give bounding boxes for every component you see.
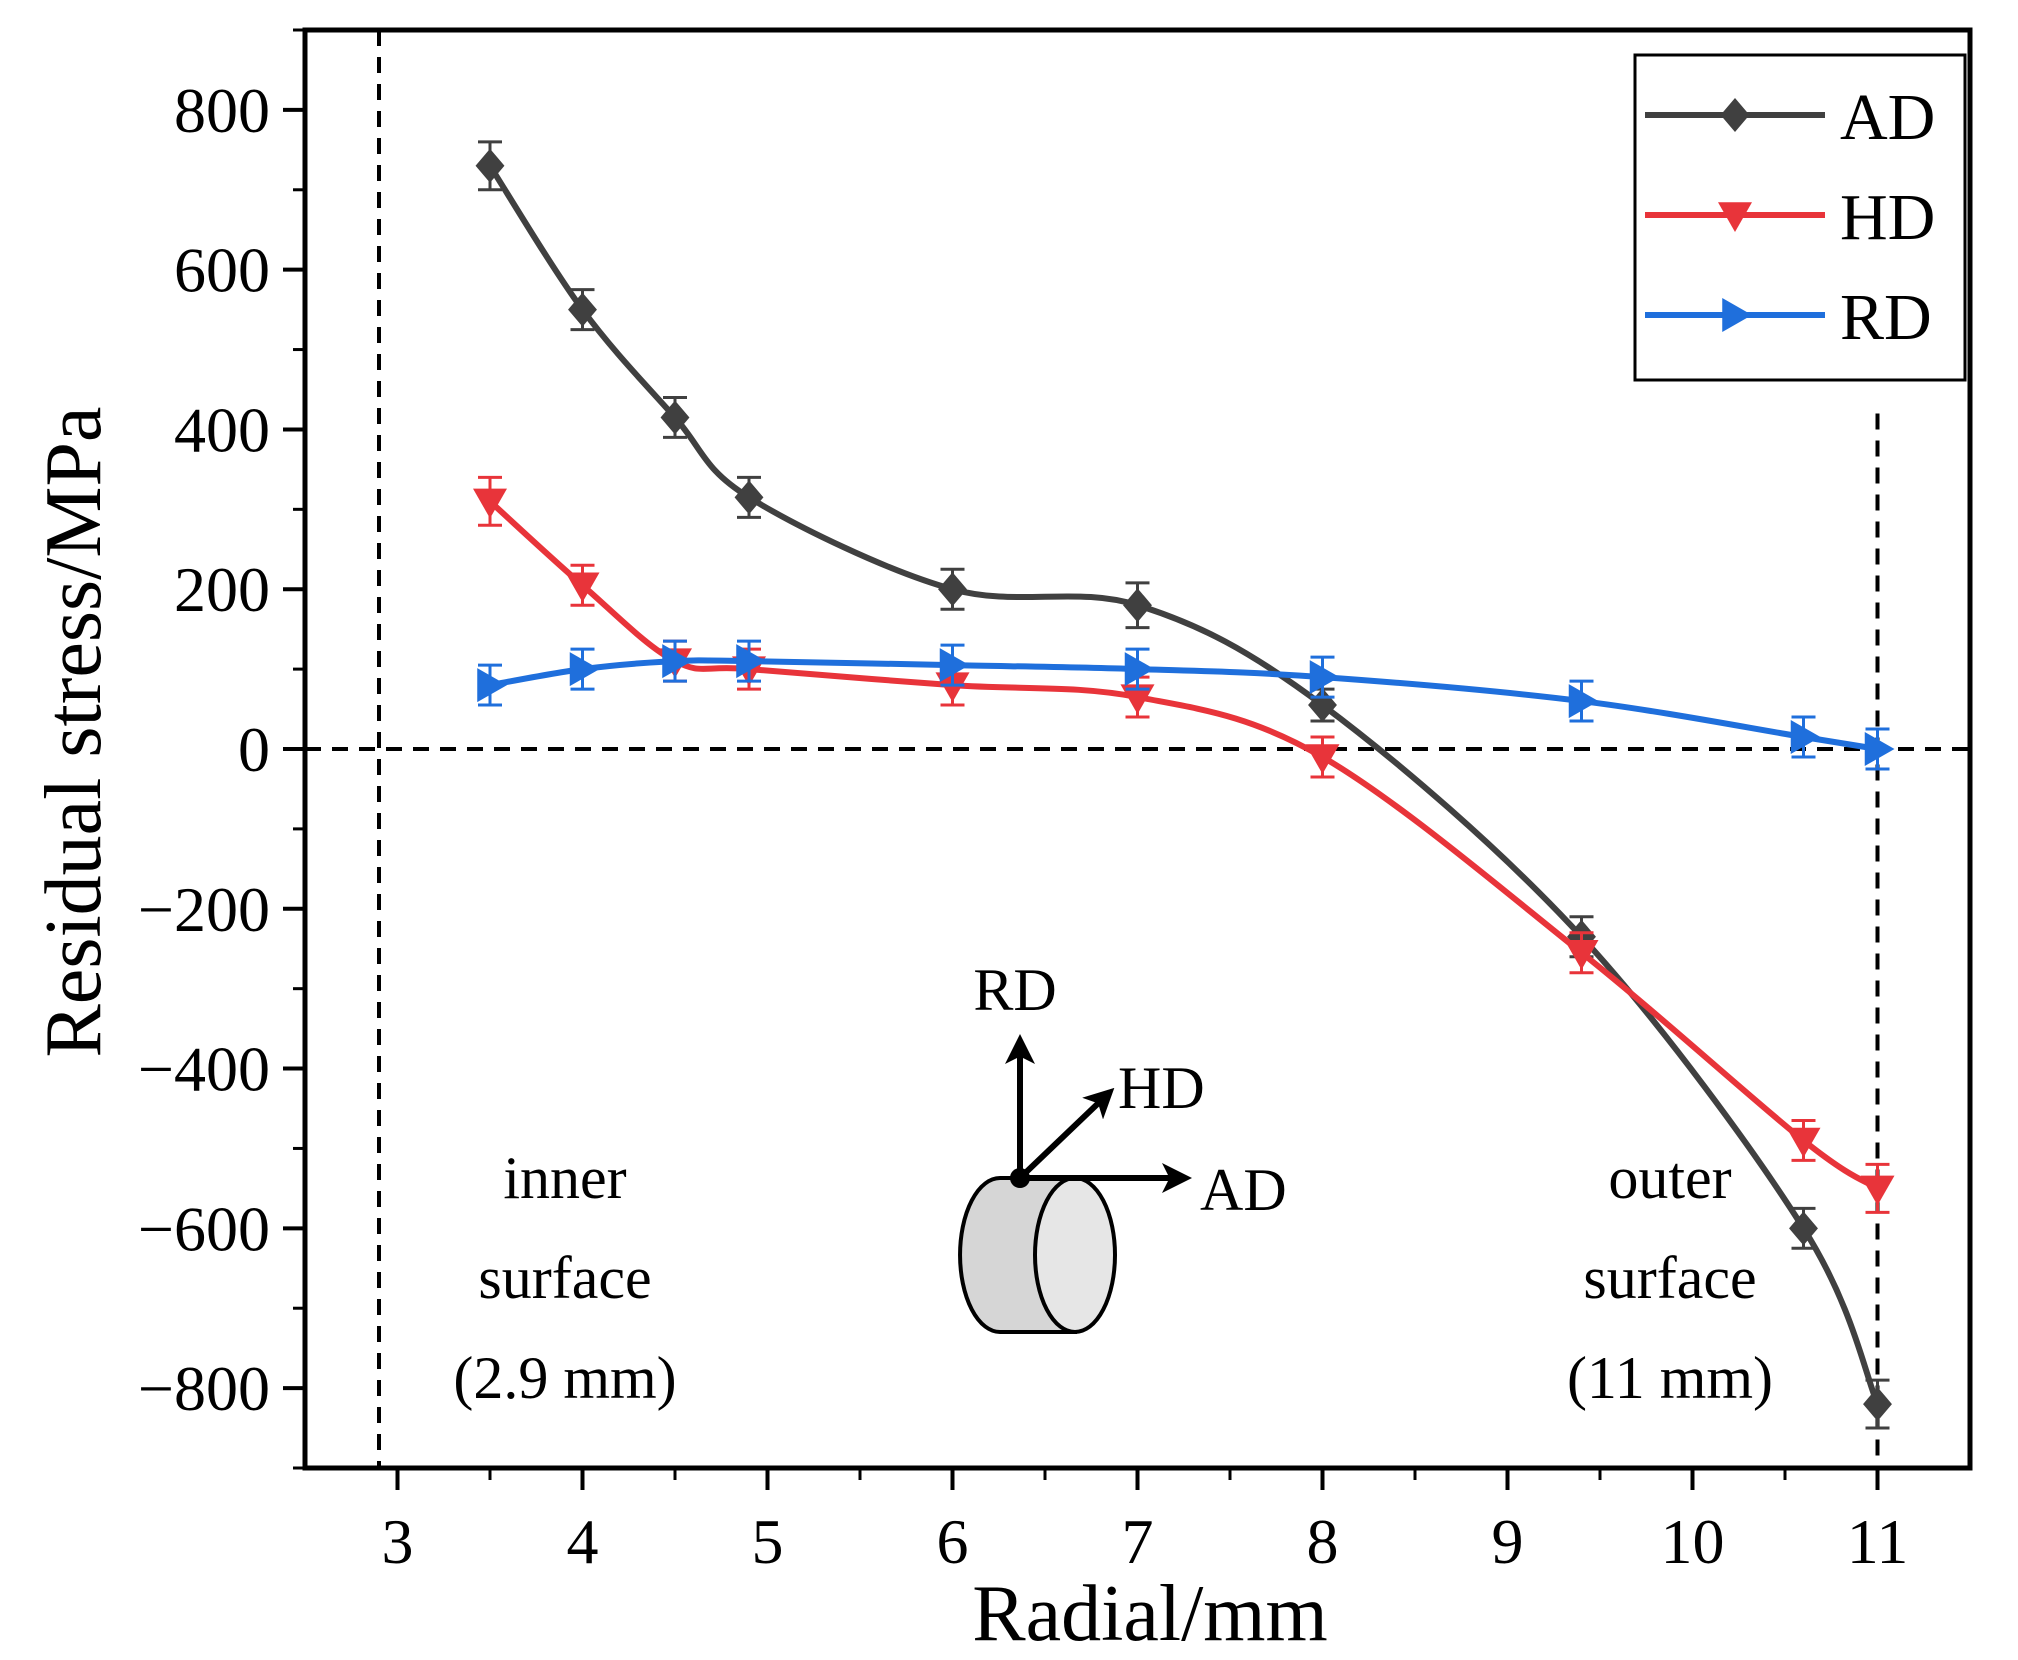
- x-tick-label: 9: [1492, 1506, 1524, 1577]
- inset-diagram: RD HD AD: [958, 957, 1287, 1334]
- data-point-hd: [1120, 684, 1155, 715]
- data-point-hd: [935, 672, 970, 703]
- data-point-hd: [473, 488, 507, 519]
- data-point-rd: [1124, 652, 1155, 687]
- inset-label-rd: RD: [973, 957, 1056, 1023]
- y-tick-label: −600: [138, 1193, 270, 1264]
- legend-item-hd: HD: [1645, 181, 1935, 254]
- x-tick-label: 11: [1847, 1506, 1909, 1577]
- inset-label-hd: HD: [1118, 1055, 1205, 1121]
- x-tick-label: 4: [567, 1506, 599, 1577]
- data-point-rd: [1309, 660, 1340, 695]
- legend-swatch-marker: [1718, 202, 1752, 232]
- y-tick-labels: −800 −600 −400 −200 0 200 400 600 800: [138, 75, 270, 1424]
- y-tick-label: 0: [238, 714, 270, 785]
- y-tick-label: 400: [174, 394, 270, 465]
- outer-surface-annotation: outer surface (11 mm): [1567, 1145, 1773, 1411]
- y-tick-label: −400: [138, 1034, 270, 1105]
- axis-origin-dot: [1010, 1168, 1030, 1188]
- x-tick-label: 10: [1661, 1506, 1725, 1577]
- x-tick-labels: 3 4 5 6 7 8 9 10 11: [382, 1506, 1909, 1577]
- data-point-ad: [1863, 1387, 1892, 1422]
- data-point-rd: [1790, 720, 1821, 755]
- reference-lines: [305, 30, 1970, 1468]
- data-point-ad: [1789, 1211, 1818, 1246]
- y-tick-label: 600: [174, 235, 270, 306]
- inner-annotation-line-1: inner: [503, 1145, 626, 1211]
- series-layer: [473, 140, 1895, 1430]
- x-axis-title: Radial/mm: [972, 1570, 1328, 1658]
- cylinder-icon: [958, 1176, 1117, 1334]
- y-axis-title: Residual stress/MPa: [30, 406, 118, 1057]
- x-tick-label: 5: [752, 1506, 784, 1577]
- data-point-hd: [1305, 744, 1340, 774]
- x-tick-label: 3: [382, 1506, 414, 1577]
- data-point-rd: [569, 652, 600, 687]
- data-point-rd: [477, 668, 507, 703]
- data-point-ad: [734, 480, 764, 515]
- data-point-rd: [662, 644, 692, 679]
- x-tick-label: 7: [1122, 1506, 1154, 1577]
- data-point-hd: [1786, 1127, 1821, 1158]
- inner-annotation-line-3: (2.9 mm): [453, 1345, 676, 1411]
- outer-annotation-line-1: outer: [1608, 1145, 1731, 1211]
- data-point-ad: [1123, 588, 1152, 623]
- y-tick-label: 800: [174, 75, 270, 146]
- legend: AD HD RD: [1633, 53, 1967, 382]
- data-point-ad: [938, 572, 967, 607]
- legend-swatch-marker: [1720, 98, 1750, 132]
- x-tick-label: 8: [1307, 1506, 1339, 1577]
- legend-item-rd: RD: [1645, 281, 1932, 354]
- data-point-ad: [568, 292, 597, 327]
- x-tick-label: 6: [937, 1506, 969, 1577]
- inner-annotation-line-2: surface: [478, 1245, 651, 1311]
- y-tick-label: −800: [138, 1353, 270, 1424]
- data-point-hd: [1564, 939, 1599, 970]
- data-point-ad: [660, 400, 690, 435]
- data-point-rd: [736, 644, 766, 679]
- series-rd: [477, 639, 1895, 771]
- plot-frame: [302, 27, 1973, 1471]
- y-tick-label: −200: [138, 874, 270, 945]
- data-point-ad: [475, 148, 505, 183]
- legend-item-ad: AD: [1645, 81, 1935, 154]
- inner-surface-annotation: inner surface (2.9 mm): [453, 1145, 676, 1411]
- legend-label: HD: [1840, 181, 1935, 254]
- y-tick-label: 200: [174, 554, 270, 625]
- legend-swatch-marker: [1722, 298, 1752, 332]
- data-point-rd: [1864, 732, 1895, 766]
- data-point-rd: [939, 648, 970, 683]
- legend-label: RD: [1840, 281, 1932, 354]
- legend-label: AD: [1840, 81, 1935, 154]
- data-point-rd: [1568, 684, 1599, 719]
- hd-axis-arrow: [1017, 1087, 1115, 1181]
- inset-label-ad: AD: [1200, 1157, 1287, 1223]
- outer-annotation-line-2: surface: [1583, 1245, 1756, 1311]
- data-point-hd: [1860, 1175, 1895, 1206]
- data-point-hd: [565, 572, 600, 603]
- outer-annotation-line-3: (11 mm): [1567, 1345, 1773, 1411]
